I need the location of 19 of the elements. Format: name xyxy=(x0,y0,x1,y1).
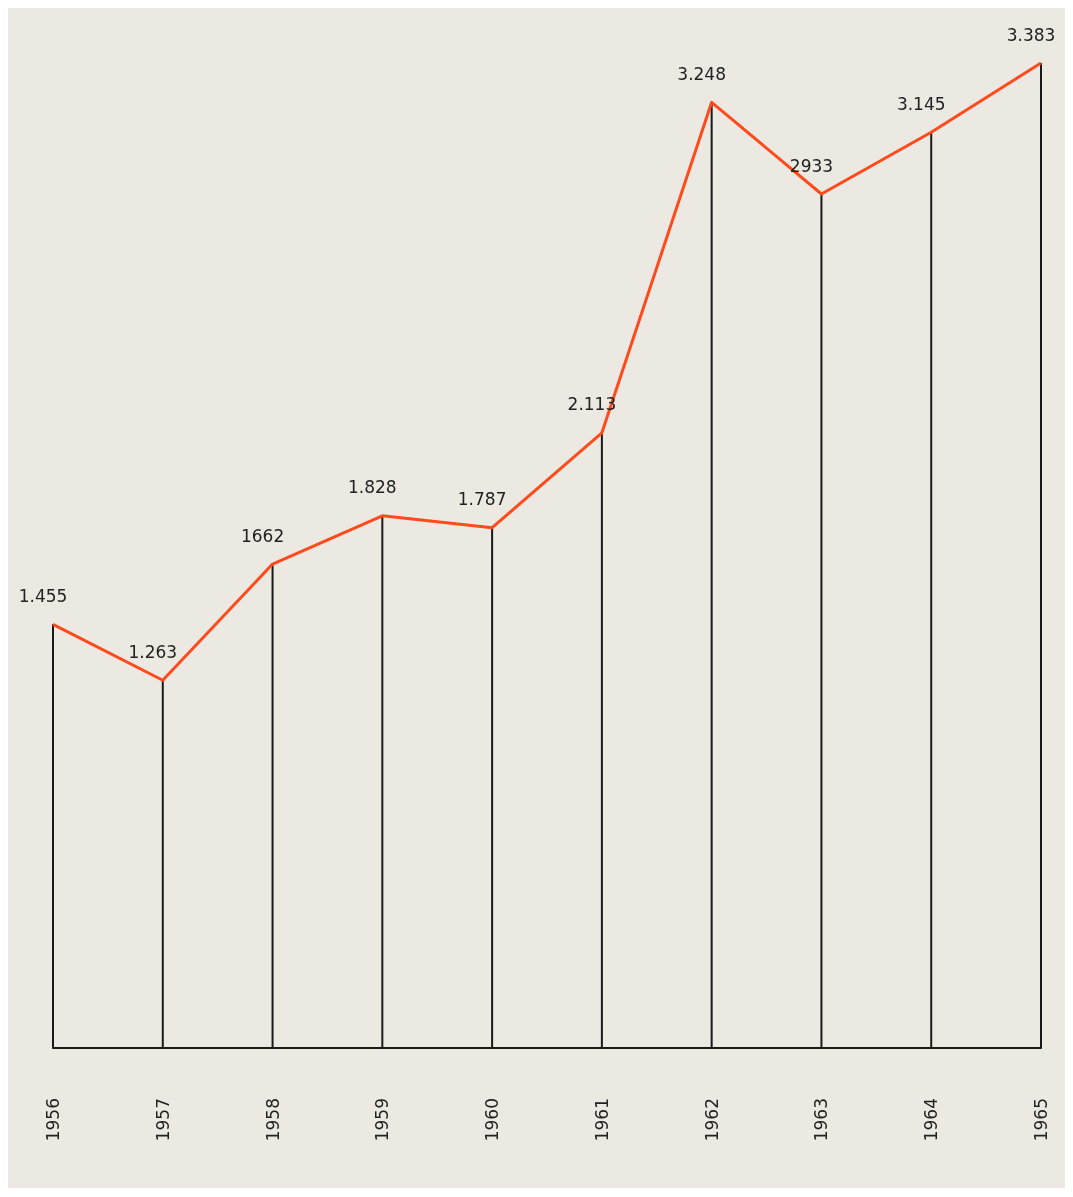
data-label: 3.248 xyxy=(677,63,726,84)
x-tick-label: 1963 xyxy=(811,1098,832,1142)
x-tick-label: 1961 xyxy=(591,1098,612,1142)
data-label: 1662 xyxy=(240,525,285,546)
data-label: 1.787 xyxy=(457,489,507,510)
x-tick-label: 1958 xyxy=(262,1098,283,1142)
x-tick-label: 1957 xyxy=(152,1098,173,1142)
data-label: 3.145 xyxy=(896,93,946,114)
x-tick-label: 1956 xyxy=(43,1098,63,1142)
x-tick-label: 1962 xyxy=(701,1098,722,1142)
data-label: 1.828 xyxy=(348,477,397,498)
x-tick-label: 1965 xyxy=(1031,1098,1051,1142)
x-tick-label: 1959 xyxy=(372,1098,393,1142)
x-tick-label: 1964 xyxy=(921,1098,942,1142)
data-label: 1.263 xyxy=(128,641,178,662)
data-label: 3.383 xyxy=(1006,24,1056,45)
data-label: 1.455 xyxy=(18,585,68,606)
data-label: 2933 xyxy=(789,155,834,176)
x-tick-label: 1960 xyxy=(482,1098,503,1142)
